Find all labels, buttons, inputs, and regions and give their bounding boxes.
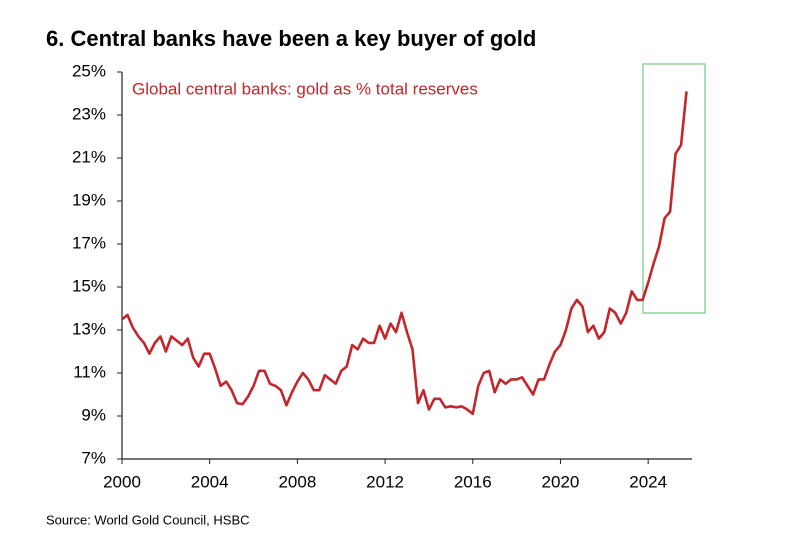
- legend-label: Global central banks: gold as % total re…: [132, 79, 478, 98]
- source-note: Source: World Gold Council, HSBC: [46, 512, 250, 527]
- y-tick-label: 9%: [81, 405, 106, 424]
- y-tick-label: 15%: [72, 276, 106, 295]
- y-tick-label: 11%: [73, 362, 106, 381]
- data-line: [121, 91, 688, 416]
- x-tick-label: 2000: [103, 472, 141, 491]
- chart-title: 6. Central banks have been a key buyer o…: [46, 26, 536, 51]
- x-tick-label: 2016: [454, 472, 492, 491]
- x-tick-label: 2008: [278, 472, 316, 491]
- x-tick-label: 2012: [366, 472, 404, 491]
- y-tick-label: 21%: [72, 147, 106, 166]
- y-tick-label: 17%: [72, 233, 106, 252]
- x-tick-label: 2024: [629, 472, 667, 491]
- y-tick-label: 19%: [72, 190, 106, 209]
- y-tick-label: 13%: [72, 319, 106, 338]
- y-tick-label: 23%: [72, 104, 106, 123]
- y-tick-label: 25%: [72, 61, 106, 80]
- x-tick-label: 2004: [191, 472, 229, 491]
- x-tick-label: 2020: [542, 472, 580, 491]
- y-tick-label: 7%: [81, 448, 106, 467]
- highlight-box: [642, 63, 706, 314]
